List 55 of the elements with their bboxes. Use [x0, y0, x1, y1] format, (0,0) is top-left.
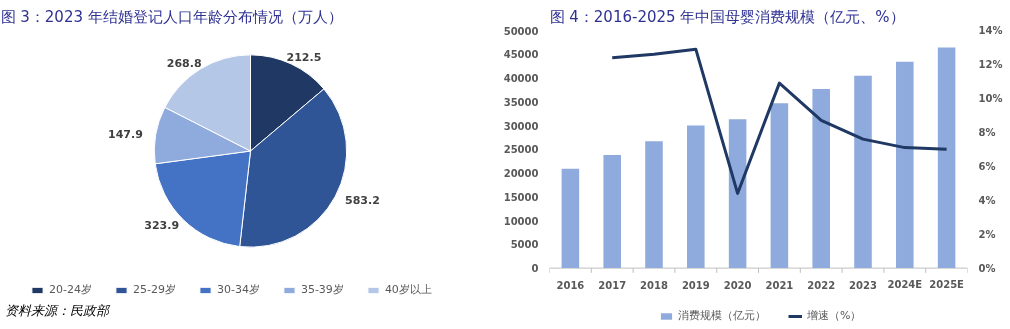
bar	[603, 155, 621, 269]
y-tick-label: 5000	[510, 239, 539, 251]
bar	[728, 119, 747, 269]
legend-label: 35-39岁	[300, 282, 344, 297]
y2-tick-label: 6%	[978, 160, 996, 172]
y2-tick-label: 0%	[978, 262, 996, 274]
x-tick-label: 2019	[681, 279, 710, 291]
x-tick-label: 2021	[765, 279, 794, 291]
x-tick-label: 2022	[807, 279, 836, 291]
data-label: 147.9	[107, 127, 143, 141]
legend-label: 增速（%）	[807, 308, 862, 323]
y-tick-label: 40000	[503, 73, 539, 85]
y-tick-label: 15000	[503, 191, 539, 203]
text: 资料来源：民政部	[5, 302, 112, 318]
bar	[854, 75, 872, 269]
y-tick-label: 25000	[503, 144, 539, 156]
x-tick-label: 2020	[723, 279, 752, 291]
x-tick-label: 2025E	[929, 279, 965, 291]
data-label: 212.5	[286, 51, 322, 65]
bar	[770, 103, 789, 269]
y-tick-label: 35000	[503, 96, 539, 108]
x-tick-label: 2016	[556, 279, 585, 291]
data-label: 268.8	[166, 56, 202, 70]
x-tick-label: 2017	[598, 279, 627, 291]
x-tick-label: 2024E	[887, 279, 923, 291]
bar	[561, 168, 580, 269]
y2-tick-label: 2%	[978, 228, 996, 240]
data-label: 583.2	[345, 193, 380, 207]
y-tick-label: 10000	[503, 215, 539, 227]
bar	[896, 61, 914, 269]
data-label: 323.9	[144, 218, 180, 232]
y-tick-label: 30000	[503, 120, 539, 132]
y2-tick-label: 14%	[978, 25, 1003, 36]
legend-label: 20-24岁	[49, 282, 92, 297]
y2-tick-label: 8%	[978, 126, 996, 138]
legend-label: 消费规模（亿元）	[678, 308, 766, 323]
x-tick-label: 2018	[640, 279, 668, 291]
chart-title: 图 3：2023 年结婚登记人口年龄分布情况（万人）	[0, 7, 343, 26]
y2-tick-label: 10%	[978, 92, 1003, 104]
bar	[812, 88, 830, 269]
line-series	[610, 47, 949, 195]
y2-tick-label: 4%	[978, 194, 996, 206]
legend-label: 30-34岁	[216, 282, 260, 297]
y-tick-label: 20000	[503, 168, 539, 180]
y-tick-label: 0	[531, 263, 539, 275]
x-tick-label: 2023	[849, 279, 877, 291]
y-tick-label: 50000	[503, 25, 539, 37]
bar	[645, 141, 663, 269]
y-tick-label: 45000	[503, 49, 539, 61]
y2-tick-label: 12%	[978, 58, 1003, 70]
legend-label: 25-29岁	[132, 282, 176, 297]
legend-label: 40岁以上	[384, 282, 432, 297]
chart-title: 图 4：2016-2025 年中国母婴消费规模（亿元、%）	[549, 7, 905, 26]
bar	[687, 125, 705, 269]
bar	[937, 47, 956, 269]
